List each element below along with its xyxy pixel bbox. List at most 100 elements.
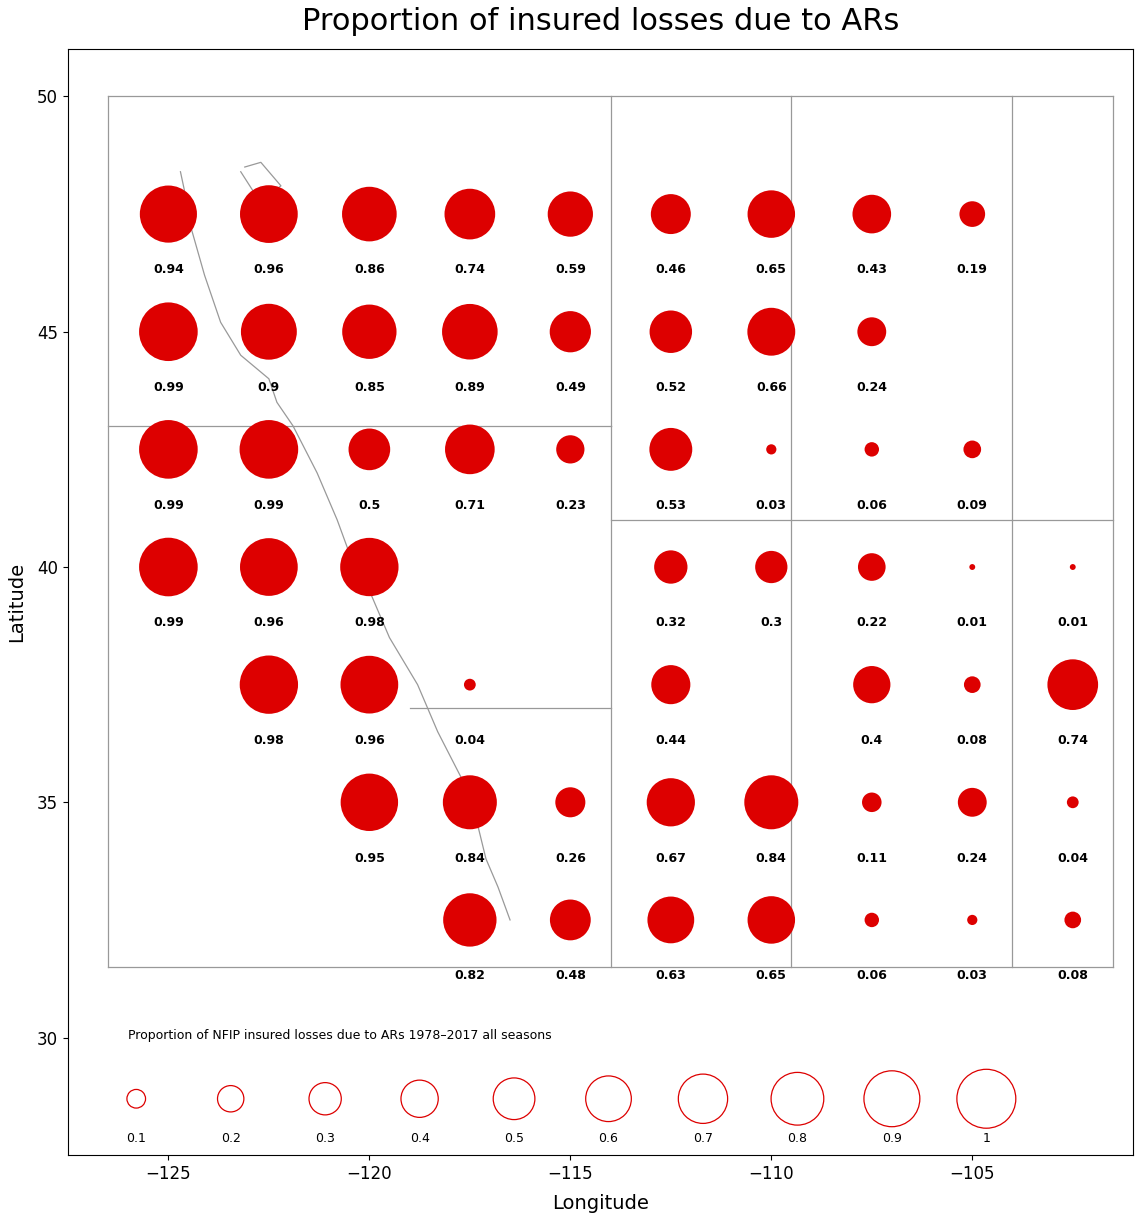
Point: [863, 322, 881, 342]
Text: 0.96: 0.96: [253, 264, 284, 277]
Text: 0.96: 0.96: [253, 616, 284, 630]
Text: 0.7: 0.7: [693, 1132, 712, 1144]
Text: 0.84: 0.84: [455, 852, 486, 865]
Point: [260, 675, 278, 694]
Text: 0.95: 0.95: [353, 852, 385, 865]
Text: 0.5: 0.5: [504, 1132, 524, 1144]
Text: Proportion of NFIP insured losses due to ARs 1978–2017 all seasons: Proportion of NFIP insured losses due to…: [128, 1030, 552, 1042]
Point: [410, 1089, 429, 1109]
Point: [561, 910, 579, 930]
Text: 0.46: 0.46: [656, 264, 686, 277]
Text: 0.22: 0.22: [856, 616, 887, 630]
Point: [963, 910, 982, 930]
Text: 0.8: 0.8: [788, 1132, 807, 1144]
Text: 0.04: 0.04: [455, 734, 486, 747]
Point: [561, 322, 579, 342]
Point: [600, 1089, 618, 1109]
Text: 0.03: 0.03: [956, 970, 987, 982]
Point: [789, 1089, 807, 1109]
Point: [863, 439, 881, 459]
Point: [763, 793, 781, 813]
Text: 0.53: 0.53: [656, 499, 686, 511]
Text: 0.9: 0.9: [882, 1132, 902, 1144]
Point: [260, 204, 278, 223]
Text: 0.4: 0.4: [409, 1132, 430, 1144]
Title: Proportion of insured losses due to ARs: Proportion of insured losses due to ARs: [302, 7, 899, 35]
Point: [963, 558, 982, 577]
Point: [360, 439, 378, 459]
Text: 0.71: 0.71: [455, 499, 486, 511]
Point: [561, 204, 579, 223]
Point: [128, 1089, 146, 1109]
Text: 0.84: 0.84: [756, 852, 787, 865]
Text: 0.26: 0.26: [555, 852, 586, 865]
Point: [461, 204, 479, 223]
Text: 0.43: 0.43: [856, 264, 887, 277]
Point: [461, 910, 479, 930]
Text: 0.74: 0.74: [1057, 734, 1089, 747]
Text: 0.49: 0.49: [555, 381, 586, 394]
Text: 0.06: 0.06: [856, 499, 887, 511]
Text: 0.82: 0.82: [455, 970, 486, 982]
Point: [661, 439, 679, 459]
Text: 0.03: 0.03: [756, 499, 787, 511]
Text: 0.99: 0.99: [153, 499, 184, 511]
Text: 0.65: 0.65: [756, 264, 787, 277]
X-axis label: Longitude: Longitude: [552, 1194, 649, 1213]
Text: 0.01: 0.01: [1057, 616, 1089, 630]
Point: [863, 675, 881, 694]
Text: 0.06: 0.06: [856, 970, 887, 982]
Text: 0.32: 0.32: [656, 616, 686, 630]
Text: 0.9: 0.9: [258, 381, 280, 394]
Point: [360, 793, 378, 813]
Point: [661, 793, 679, 813]
Text: 0.86: 0.86: [355, 264, 384, 277]
Text: 0.24: 0.24: [856, 381, 887, 394]
Text: 0.99: 0.99: [153, 616, 184, 630]
Point: [694, 1089, 712, 1109]
Text: 0.85: 0.85: [353, 381, 385, 394]
Point: [461, 793, 479, 813]
Point: [461, 675, 479, 694]
Point: [963, 439, 982, 459]
Point: [461, 322, 479, 342]
Point: [763, 322, 781, 342]
Text: 0.66: 0.66: [756, 381, 787, 394]
Point: [661, 910, 679, 930]
Text: 0.89: 0.89: [455, 381, 486, 394]
Point: [977, 1089, 995, 1109]
Text: 0.96: 0.96: [355, 734, 384, 747]
Point: [763, 558, 781, 577]
Text: 0.4: 0.4: [861, 734, 882, 747]
Point: [1064, 793, 1082, 813]
Point: [260, 322, 278, 342]
Text: 1: 1: [983, 1132, 991, 1144]
Point: [763, 910, 781, 930]
Text: 0.48: 0.48: [555, 970, 586, 982]
Point: [1064, 558, 1082, 577]
Point: [316, 1089, 334, 1109]
Point: [360, 675, 378, 694]
Text: 0.99: 0.99: [253, 499, 284, 511]
Text: 0.08: 0.08: [1057, 970, 1089, 982]
Text: 0.2: 0.2: [221, 1132, 241, 1144]
Text: 0.09: 0.09: [956, 499, 987, 511]
Text: 0.52: 0.52: [656, 381, 686, 394]
Text: 0.99: 0.99: [153, 381, 184, 394]
Point: [661, 675, 679, 694]
Text: 0.59: 0.59: [555, 264, 586, 277]
Point: [160, 558, 178, 577]
Point: [360, 204, 378, 223]
Point: [661, 204, 679, 223]
Point: [505, 1089, 523, 1109]
Point: [661, 558, 679, 577]
Point: [360, 322, 378, 342]
Point: [863, 558, 881, 577]
Text: 0.44: 0.44: [656, 734, 686, 747]
Point: [963, 793, 982, 813]
Text: 0.6: 0.6: [598, 1132, 619, 1144]
Point: [160, 322, 178, 342]
Point: [882, 1089, 901, 1109]
Text: 0.63: 0.63: [656, 970, 686, 982]
Point: [1064, 675, 1082, 694]
